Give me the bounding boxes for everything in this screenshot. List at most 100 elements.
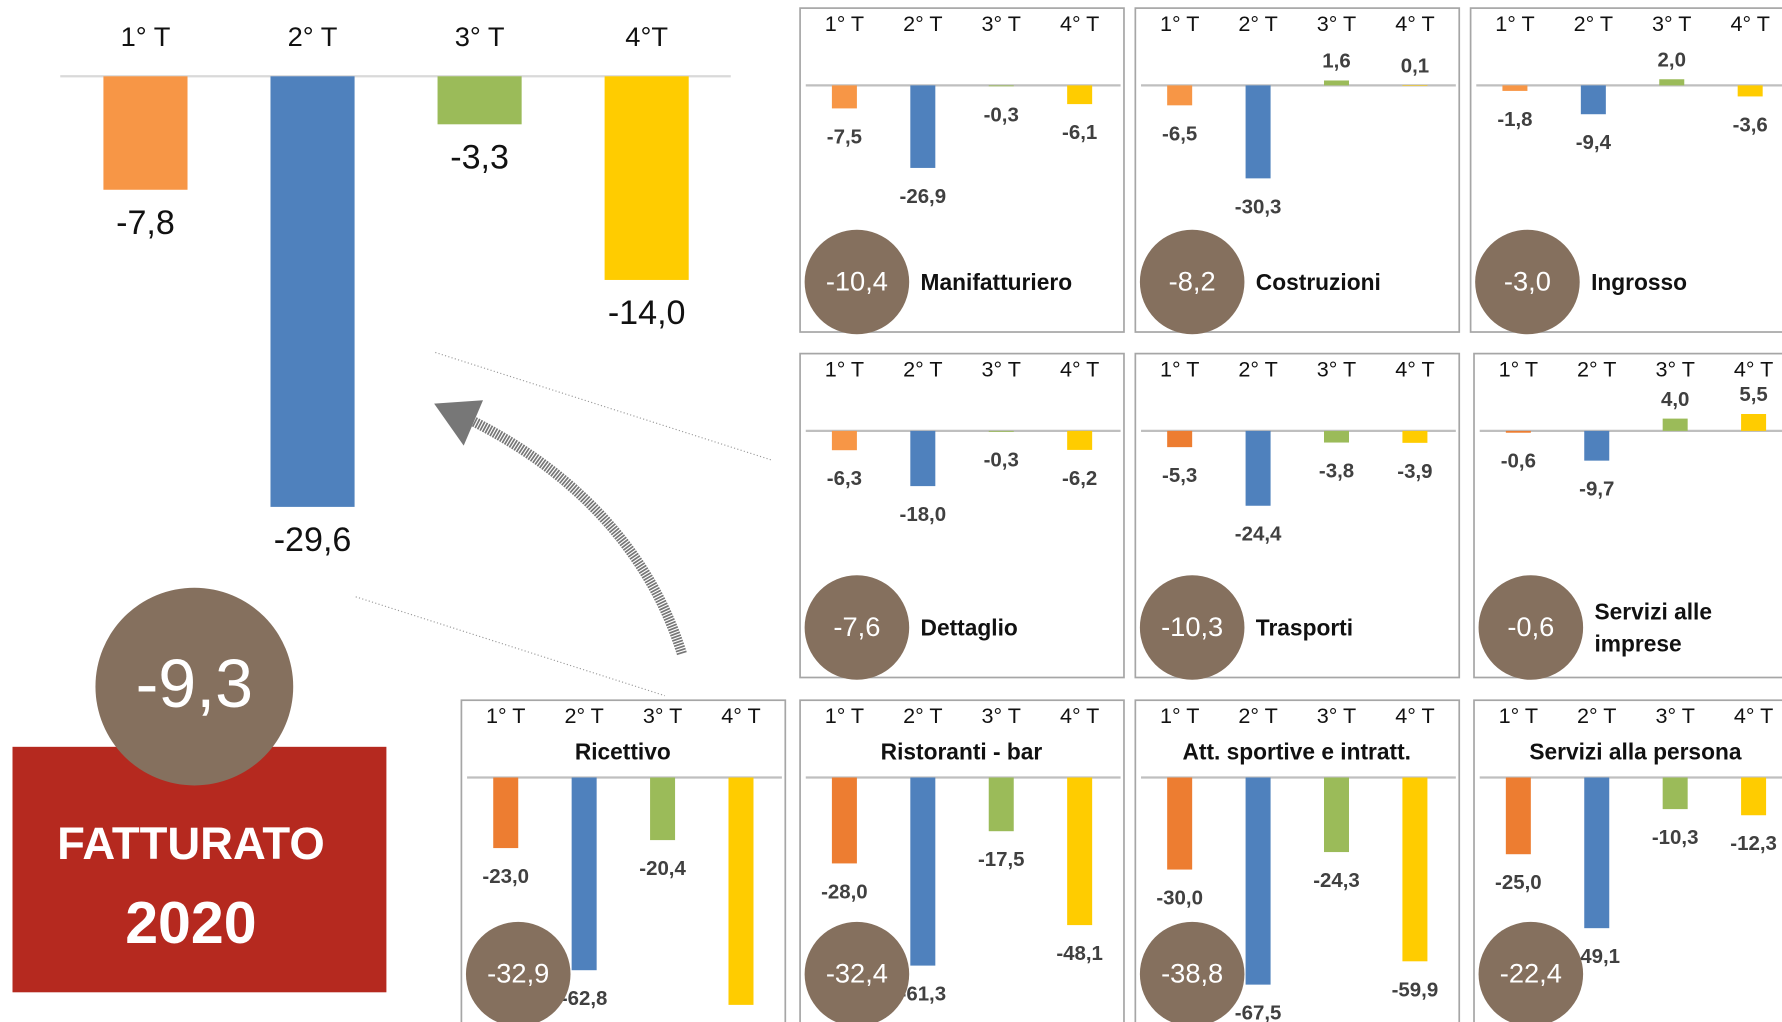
panel-title: Servizi alle imprese [1594,600,1712,658]
bar [1659,79,1685,86]
bar [1067,85,1093,105]
x-tick-label: 1° T [1160,356,1199,381]
bar [1167,430,1193,448]
x-tick-label: 2° T [1238,703,1277,728]
bar [1067,430,1093,450]
bar [270,76,355,507]
bar [1662,777,1688,810]
total-circle [804,575,910,680]
data-label: -0,3 [984,103,1019,126]
bar [493,777,519,849]
data-label: -14,0 [608,294,686,332]
total-circle [1478,575,1584,680]
data-label: 0,1 [1401,54,1429,77]
x-tick-label: 1° T [825,11,864,36]
x-tick-label: 4° T [1730,11,1769,36]
bar [831,85,857,109]
data-label: -9,4 [1576,131,1612,154]
x-tick-label: 2° T [1574,11,1613,36]
data-label: -3,8 [1319,459,1354,482]
data-label: -6,3 [827,467,862,490]
bar [1323,777,1350,853]
data-label: -18,0 [900,503,947,526]
bar [1245,430,1271,506]
total-circle [1478,921,1584,1022]
total-label: -32,4 [826,957,888,988]
total-label: -3,0 [1504,265,1551,296]
bar [1323,80,1350,86]
panel-title: Costruzioni [1255,270,1381,296]
data-label: -29,6 [274,521,352,559]
x-tick-label: 1° T [486,703,525,728]
data-label: -25,0 [1495,871,1542,894]
total-circle [1139,921,1245,1022]
bar [1402,430,1428,443]
x-tick-label: 4° T [1060,11,1099,36]
x-tick-label: 3° T [455,21,505,52]
bar [650,777,676,841]
data-label: -6,5 [1162,122,1197,145]
data-label: -30,0 [1156,887,1203,910]
data-label: -30,3 [1235,195,1282,218]
data-label: -10,3 [1652,826,1699,849]
bar [910,430,936,487]
data-label: -3,3 [450,139,509,177]
data-label: -26,9 [900,185,947,208]
panel-title-box: Costruzioni [1256,235,1444,330]
bar [1502,85,1528,91]
bar [103,76,188,190]
x-tick-label: 3° T [1317,703,1356,728]
bar [1245,85,1271,179]
arrow [458,410,687,656]
data-label: -24,3 [1313,869,1360,892]
total-circle [804,229,910,335]
x-tick-label: 3° T [1317,11,1356,36]
bar [1584,777,1610,929]
x-tick-label: 2° T [1577,356,1616,381]
x-tick-label: 2° T [1238,356,1277,381]
data-label: -6,2 [1062,467,1097,490]
total-label: -10,3 [1161,611,1223,642]
arrow-head [434,400,484,446]
data-label: 2,0 [1658,48,1686,71]
bar [910,85,936,168]
total-label: -7,6 [833,611,880,642]
x-tick-label: 4° T [1395,11,1434,36]
bar [604,76,689,280]
label-box [12,746,387,993]
panel-title-wrap: Ingrosso [1591,235,1779,330]
panel-title: Dettaglio [920,616,1018,642]
bar [1662,418,1688,431]
bar [1402,85,1428,86]
data-label: -59,9 [1392,978,1439,1001]
bar [831,777,857,864]
data-label: -17,5 [978,848,1025,871]
total-circle [1475,229,1580,335]
data-label: -5,3 [1162,464,1197,487]
x-tick-label: 4° T [1060,356,1099,381]
x-tick-label: 2° T [903,11,942,36]
total-label: -22,4 [1500,957,1562,988]
x-tick-label: 1° T [1499,356,1538,381]
data-label: -67,5 [1235,1002,1282,1022]
panel-title-box: Trasporti [1255,616,1354,642]
x-tick-label: 2° T [903,356,942,381]
data-label: -48,1 [1056,942,1103,965]
total-label: -0,6 [1507,611,1554,642]
data-label: -12,3 [1730,832,1777,855]
bar [910,777,936,966]
box-label: FATTURATO [57,818,325,869]
bar [1584,430,1610,461]
x-tick-label: 1° T [1160,11,1199,36]
x-tick-label: 4° T [1734,356,1773,381]
x-tick-label: 3° T [982,11,1021,36]
panel-title-box: Ingrosso [1591,235,1779,330]
panel-title: Att. sportive e intratt. [1182,739,1410,765]
x-tick-label: 2° T [288,21,338,52]
bar [728,777,754,1005]
panel-title-wrap: Costruzioni [1256,235,1444,330]
panel-title: Trasporti [1255,616,1354,642]
x-tick-label: 1° T [1499,703,1538,728]
x-tick-label: 4° T [1060,703,1099,728]
panel-title: Ristoranti - bar [881,739,1043,765]
